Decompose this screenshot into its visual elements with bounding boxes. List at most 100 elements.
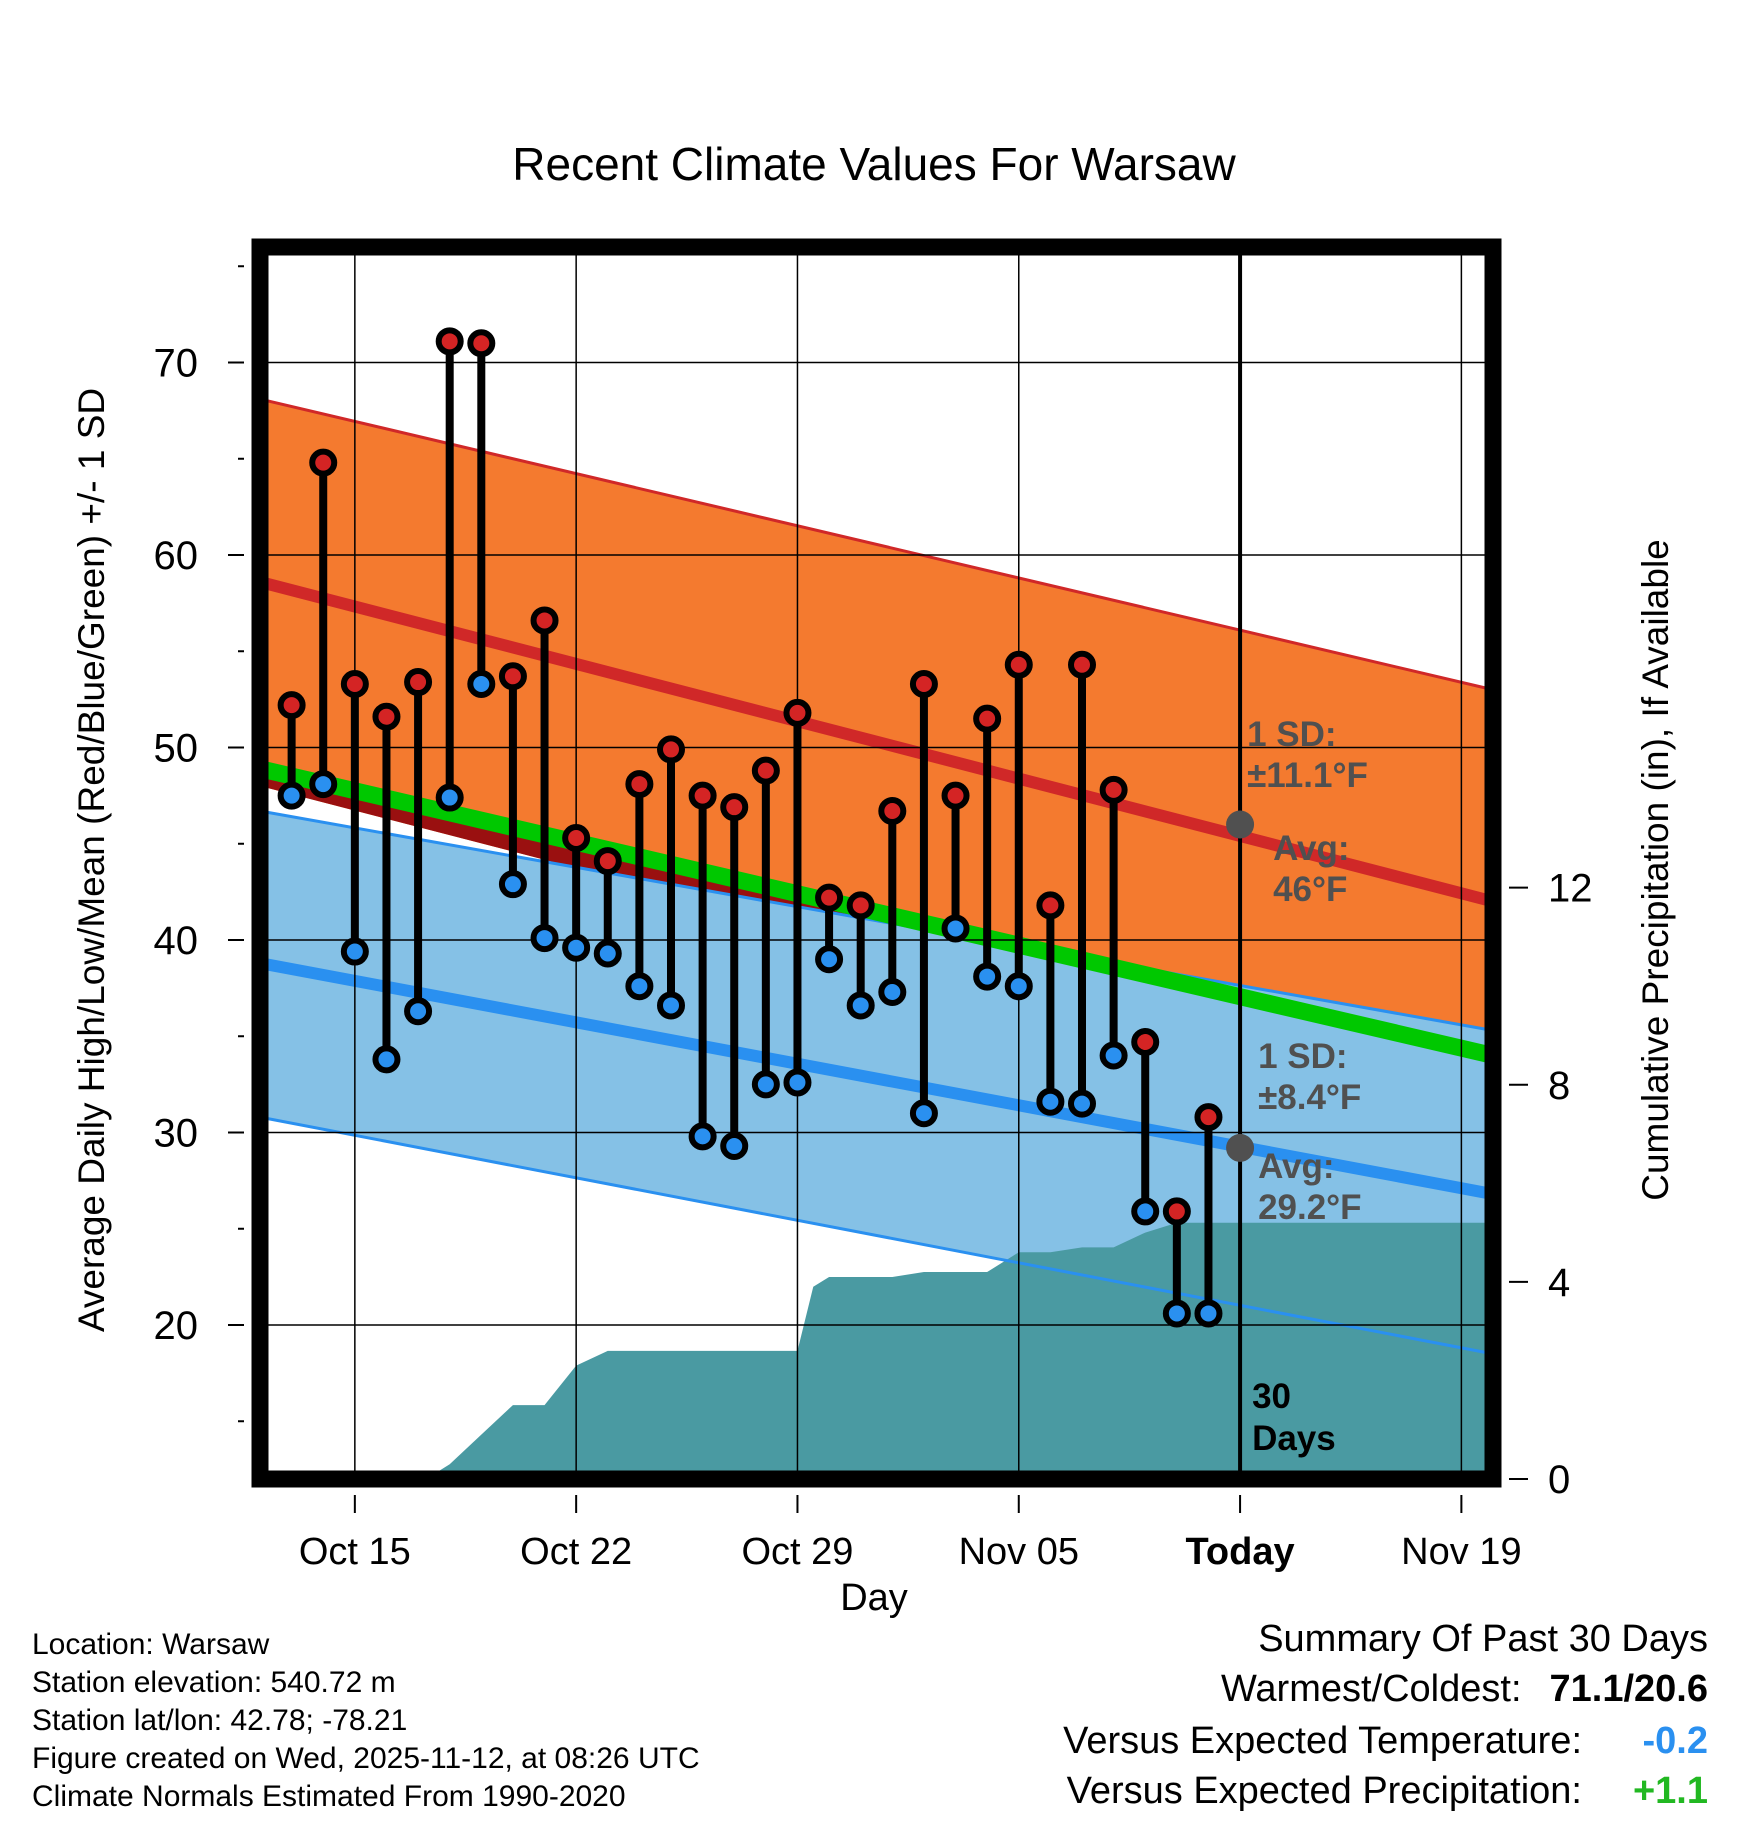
days-annotation: 30 xyxy=(1252,1377,1291,1416)
daily-high-point xyxy=(688,781,717,810)
temp-departure-label: Versus Expected Temperature: xyxy=(1063,1720,1582,1762)
daily-low-point xyxy=(1036,1087,1065,1116)
high-sd-annotation: ±11.1°F xyxy=(1247,756,1368,795)
daily-high-point xyxy=(372,702,401,731)
y2-tick-label: 0 xyxy=(1548,1458,1570,1502)
daily-high-point xyxy=(1099,775,1128,804)
daily-low-point xyxy=(309,770,338,799)
info-created: Figure created on Wed, 2025-11-12, at 08… xyxy=(32,1742,700,1775)
low-avg-line xyxy=(258,957,1495,1200)
daily-high-point xyxy=(498,662,527,691)
daily-high-point xyxy=(1068,650,1096,679)
summary-title: Summary Of Past 30 Days xyxy=(1258,1618,1708,1660)
daily-low-point xyxy=(1194,1299,1223,1328)
daily-low-point xyxy=(435,783,464,812)
daily-high-point xyxy=(878,797,907,826)
y-axis-label: Average Daily High/Low/Mean (Red/Blue/Gr… xyxy=(71,388,112,1332)
daily-low-point xyxy=(657,991,685,1020)
y2-tick-label: 8 xyxy=(1548,1064,1570,1108)
daily-high-point xyxy=(720,793,749,822)
summary-precip: Versus Expected Precipitation: +1.1 xyxy=(1063,1770,1708,1820)
daily-high-point xyxy=(309,448,338,477)
daily-low-point xyxy=(1162,1299,1191,1328)
y-tick-label: 50 xyxy=(154,727,199,771)
daily-low-point xyxy=(1068,1089,1096,1118)
warm-cold-value: 71.1/20.6 xyxy=(1549,1668,1708,1710)
daily-low-point xyxy=(530,924,559,953)
high-avg-annotation: 46°F xyxy=(1273,870,1347,909)
daily-high-point xyxy=(815,883,844,912)
daily-high-point xyxy=(1131,1028,1160,1057)
warm-cold-label: Warmest/Coldest: xyxy=(1220,1668,1522,1710)
daily-high-point xyxy=(846,891,875,920)
y-tick-label: 40 xyxy=(154,919,199,963)
daily-high-point xyxy=(467,329,496,358)
temp-departure-value: -0.2 xyxy=(1642,1720,1708,1762)
x-tick-label: Oct 15 xyxy=(299,1531,411,1573)
daily-high-point xyxy=(625,770,654,799)
daily-high-point xyxy=(751,756,780,785)
daily-high-point xyxy=(404,668,433,697)
daily-low-point xyxy=(815,945,844,974)
x-tick-label: Today xyxy=(1186,1531,1295,1573)
daily-high-point xyxy=(562,823,591,852)
station-info: Location: Warsaw Station elevation: 540.… xyxy=(32,1626,700,1816)
daily-high-point xyxy=(1194,1103,1223,1132)
daily-low-point xyxy=(720,1131,749,1160)
chart-title: Recent Climate Values For Warsaw xyxy=(512,138,1236,190)
daily-high-point xyxy=(909,669,938,698)
daily-low-point xyxy=(751,1070,780,1099)
summary-temp: Versus Expected Temperature: -0.2 xyxy=(1063,1720,1708,1770)
high-avg-line xyxy=(258,576,1495,908)
x-tick-label: Oct 29 xyxy=(741,1531,853,1573)
daily-low-point xyxy=(1099,1041,1128,1070)
daily-low-point xyxy=(404,997,433,1026)
daily-low-point xyxy=(562,933,591,962)
daily-high-point xyxy=(973,704,1002,733)
x-tick-label: Nov 19 xyxy=(1401,1531,1521,1573)
precip-departure-value: +1.1 xyxy=(1632,1770,1708,1812)
high-avg-annotation: Avg: xyxy=(1273,829,1349,868)
daily-low-point xyxy=(941,914,970,943)
low-sd-annotation: ±8.4°F xyxy=(1258,1078,1361,1117)
y2-axis-label: Cumulative Precipitation (in), If Availa… xyxy=(1635,539,1676,1201)
daily-low-point xyxy=(467,669,496,698)
mean-avg-line xyxy=(258,760,1495,1064)
high-sd-annotation: 1 SD: xyxy=(1247,715,1336,754)
days-annotation: Days xyxy=(1252,1419,1336,1458)
plot-frame xyxy=(251,238,1502,1488)
daily-high-point xyxy=(941,781,970,810)
y-tick-label: 60 xyxy=(154,534,199,578)
y-tick-label: 30 xyxy=(154,1112,199,1156)
daily-high-point xyxy=(340,669,369,698)
daily-low-point xyxy=(909,1099,938,1128)
info-location: Location: Warsaw xyxy=(32,1628,270,1661)
daily-low-point xyxy=(277,781,306,810)
x-tick-label: Oct 22 xyxy=(520,1531,632,1573)
summary-warm-cold: Warmest/Coldest: 71.1/20.6 xyxy=(1063,1668,1708,1720)
info-elevation: Station elevation: 540.72 m xyxy=(32,1666,396,1699)
y-tick-label: 70 xyxy=(154,342,199,386)
daily-low-point xyxy=(372,1045,401,1074)
daily-high-point xyxy=(530,606,559,635)
high-sd-band xyxy=(260,399,1493,1106)
info-latlon: Station lat/lon: 42.78; -78.21 xyxy=(32,1704,408,1737)
daily-high-point xyxy=(657,735,685,764)
summary-panel: Summary Of Past 30 Days Warmest/Coldest:… xyxy=(1063,1618,1708,1820)
daily-high-point xyxy=(1004,650,1033,679)
y2-tick-label: 12 xyxy=(1548,867,1593,911)
x-axis-label: Day xyxy=(840,1577,908,1619)
daily-low-point xyxy=(1004,972,1033,1001)
daily-high-point xyxy=(435,327,464,356)
precip-departure-label: Versus Expected Precipitation: xyxy=(1066,1770,1582,1812)
precip-area xyxy=(260,1222,1493,1479)
high-avg-marker xyxy=(1226,810,1255,839)
daily-low-point xyxy=(340,937,369,966)
daily-high-point xyxy=(593,847,622,876)
daily-low-point xyxy=(688,1122,717,1151)
low-minus-sd-line xyxy=(259,1115,1494,1356)
daily-low-point xyxy=(625,972,654,1001)
daily-low-point xyxy=(593,939,622,968)
low-avg-annotation: Avg: xyxy=(1258,1147,1334,1186)
